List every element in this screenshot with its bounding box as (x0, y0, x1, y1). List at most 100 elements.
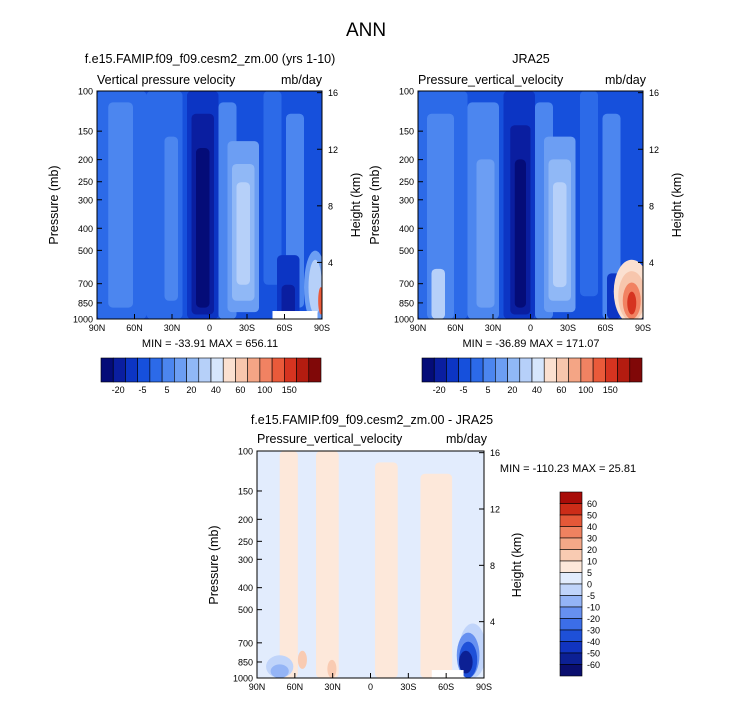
y-tick-label: 700 (238, 638, 253, 648)
colorbar-label: 30 (587, 534, 597, 544)
colorbar-label: -20 (112, 385, 125, 395)
colorbar-swatch (247, 357, 261, 383)
colorbar-swatch (559, 572, 583, 585)
x-tick-label: 60N (126, 323, 143, 333)
contour-region (343, 451, 371, 678)
right-axis-title: Height (km) (349, 173, 363, 238)
colorbar-label: 60 (587, 499, 597, 509)
contour-region (318, 287, 322, 315)
right-tick-label: 8 (328, 201, 333, 211)
colorbar-label: 5 (164, 385, 169, 395)
x-tick-label: 30N (485, 323, 502, 333)
colorbar-label: -5 (139, 385, 147, 395)
colorbar-swatch (198, 357, 212, 383)
contour-region (327, 659, 337, 678)
x-tick-label: 90S (476, 682, 492, 692)
contour-region (431, 268, 445, 319)
variable-label: Pressure_vertical_velocity (257, 432, 403, 446)
y-tick-label: 500 (399, 246, 414, 256)
colorbar-swatch (559, 606, 583, 619)
x-tick-label: 90S (635, 323, 651, 333)
colorbar-swatch (125, 357, 138, 383)
colorbar-swatch (559, 526, 583, 539)
colorbar-label: 5 (587, 568, 592, 578)
colorbar-label: 100 (578, 385, 593, 395)
colorbar-swatch (605, 357, 618, 383)
panel-title: f.e15.FAMIP.f09_f09.cesm2_zm.00 (yrs 1-1… (85, 52, 336, 66)
colorbar-swatch (495, 357, 508, 383)
colorbar-swatch (617, 357, 631, 383)
colorbar-swatch (559, 664, 583, 677)
colorbar-swatch (284, 357, 297, 383)
contour-region (627, 291, 637, 315)
colorbar-label: 5 (485, 385, 490, 395)
colorbar-swatch (543, 357, 557, 383)
right-tick-label: 4 (490, 617, 495, 627)
contour-field (97, 91, 322, 319)
y-axis-title: Pressure (mb) (207, 525, 221, 604)
colorbar-label: -40 (587, 637, 600, 647)
y-tick-label: 300 (238, 555, 253, 565)
colorbar-swatch (149, 357, 163, 383)
colorbar-swatch (161, 357, 175, 383)
colorbar-label: 150 (282, 385, 297, 395)
colorbar-swatch (100, 357, 114, 383)
contour-region (514, 159, 526, 308)
colorbar-label: 10 (587, 557, 597, 567)
y-tick-label: 500 (238, 605, 253, 615)
x-tick-label: 60N (287, 682, 304, 692)
y-tick-label: 250 (238, 537, 253, 547)
colorbar-label: 20 (587, 545, 597, 555)
y-tick-label: 850 (238, 657, 253, 667)
colorbar-label: 40 (532, 385, 542, 395)
x-tick-label: 90N (89, 323, 106, 333)
colorbar-swatch (210, 357, 224, 383)
y-tick-label: 400 (238, 583, 253, 593)
y-axis-title: Pressure (mb) (368, 165, 382, 244)
min-max-label: MIN = -110.23 MAX = 25.81 (500, 463, 636, 475)
y-tick-label: 500 (78, 246, 93, 256)
colorbar-label: 60 (235, 385, 245, 395)
contour-region (420, 473, 453, 678)
colorbar-label: -50 (587, 649, 600, 659)
colorbar: -20 -5 5 20 40 60 100 150 (100, 357, 322, 395)
contour-region (263, 91, 282, 285)
right-tick-label: 12 (328, 145, 338, 155)
contour-region (279, 451, 298, 678)
missing-data-region (272, 311, 318, 319)
colorbar-swatch (559, 537, 583, 550)
contour-region (297, 650, 307, 669)
colorbar-swatch (592, 357, 606, 383)
y-tick-label: 100 (399, 87, 414, 97)
y-tick-label: 300 (399, 195, 414, 205)
colorbar-swatch (559, 652, 583, 665)
colorbar-swatch (559, 549, 583, 562)
contour-region (553, 182, 567, 288)
colorbar-swatch (308, 357, 322, 383)
colorbar-swatch (174, 357, 187, 383)
y-tick-label: 100 (78, 87, 93, 97)
y-tick-label: 700 (399, 279, 414, 289)
min-max-label: MIN = -33.91 MAX = 656.11 (142, 338, 278, 350)
right-tick-label: 16 (490, 448, 500, 458)
variable-label: Vertical pressure velocity (97, 73, 236, 87)
x-tick-label: 30S (239, 323, 255, 333)
colorbar: -20 -5 5 20 40 60 100 150 (421, 357, 643, 395)
colorbar-swatch (433, 357, 447, 383)
x-tick-label: 30N (164, 323, 181, 333)
colorbar-swatch (559, 595, 583, 608)
x-tick-label: 0 (368, 682, 373, 692)
x-tick-label: 60S (438, 682, 454, 692)
right-tick-label: 12 (490, 504, 500, 514)
colorbar-label: -5 (460, 385, 468, 395)
colorbar-swatch (507, 357, 521, 383)
colorbar-swatch (519, 357, 533, 383)
colorbar-swatch (470, 357, 484, 383)
y-tick-label: 700 (78, 279, 93, 289)
x-tick-label: 90S (314, 323, 330, 333)
y-tick-label: 1000 (233, 674, 253, 684)
colorbar-label: 20 (507, 385, 517, 395)
figure-title: ANN (346, 20, 386, 41)
